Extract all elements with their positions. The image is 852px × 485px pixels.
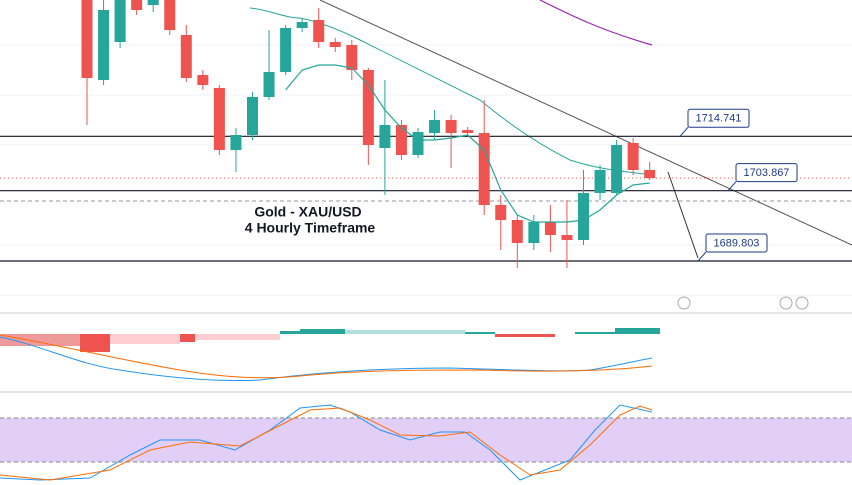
candle-body <box>395 125 407 155</box>
stoch-k <box>0 404 653 481</box>
candle-body <box>644 170 656 178</box>
macd-histogram <box>0 328 660 352</box>
chart-title: Gold - XAU/USD <box>254 204 361 220</box>
long-average <box>539 0 653 46</box>
candle-body <box>511 220 523 243</box>
candle-body <box>180 35 192 78</box>
level-label: 1714.741 <box>696 113 742 125</box>
candle-body <box>98 10 110 80</box>
stoch-band <box>0 418 852 462</box>
candle-body <box>213 88 225 150</box>
candle-body <box>627 143 639 170</box>
level-label-box <box>735 163 798 183</box>
label-leader <box>679 126 689 137</box>
candle-body <box>495 205 507 220</box>
moving-average <box>285 64 650 223</box>
candle-body <box>578 193 589 240</box>
candle-body <box>445 120 457 133</box>
candle-body <box>412 132 424 155</box>
candle-body <box>594 170 606 193</box>
candle-body <box>81 0 93 78</box>
candle-body <box>263 72 275 97</box>
signal-line <box>0 334 653 379</box>
stoch-d <box>0 405 653 481</box>
candle-body <box>329 42 341 47</box>
candle-body <box>362 70 374 145</box>
level-label-box <box>705 233 768 253</box>
trend-line <box>319 0 852 246</box>
candle-body <box>280 28 292 72</box>
level-label: 1703.867 <box>744 167 790 179</box>
background-grid <box>0 44 852 296</box>
candle-body <box>114 0 126 42</box>
candle-body <box>561 235 573 240</box>
candle-body <box>478 133 490 205</box>
candle-body <box>230 135 242 150</box>
candle-body <box>197 75 209 85</box>
candle-body <box>131 0 143 10</box>
level-label: 1689.803 <box>714 237 760 249</box>
candle-body <box>429 120 441 133</box>
candle-body <box>247 97 258 135</box>
chart-subtitle: 4 Hourly Timeframe <box>245 220 376 236</box>
candle-body <box>528 222 540 243</box>
level-label-box <box>687 108 750 128</box>
candle-body <box>462 130 474 133</box>
projection-arrow <box>667 171 699 259</box>
candle-body <box>296 22 308 28</box>
candle-body <box>379 125 391 148</box>
label-leader <box>697 251 707 262</box>
candle-body <box>544 222 556 235</box>
candle-body <box>164 0 176 30</box>
candle-body <box>611 145 623 193</box>
candle-body <box>147 0 159 5</box>
candle-body <box>313 20 325 42</box>
event-icons <box>677 296 809 310</box>
candle-body <box>346 45 358 70</box>
mid-average <box>249 7 653 176</box>
label-leader <box>727 181 737 191</box>
main-panel: 1714.741 1703.867 1689.803 <box>0 0 852 268</box>
